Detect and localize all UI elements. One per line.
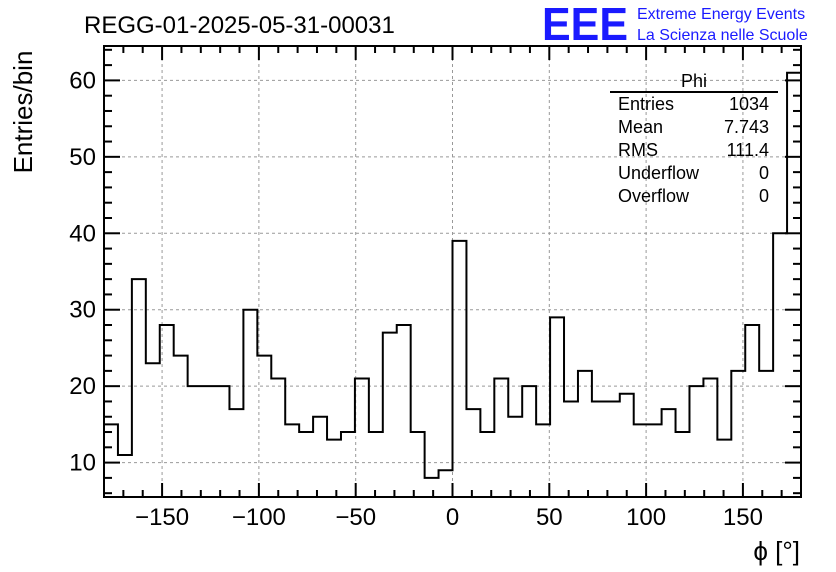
eee-logo: EEE — [542, 0, 628, 50]
histogram-bin — [118, 455, 132, 497]
histogram-bin — [578, 371, 592, 497]
histogram-bin — [216, 386, 230, 497]
y-tick-label: 30 — [69, 297, 96, 324]
stats-row-value: 111.4 — [727, 140, 769, 160]
histogram-bin — [355, 379, 369, 497]
histogram-bin — [536, 424, 550, 497]
histogram-bin — [299, 432, 313, 497]
histogram-bin — [132, 279, 146, 497]
stats-row-label: Entries — [618, 94, 674, 114]
histogram-bin — [439, 470, 453, 497]
histogram-bin — [327, 440, 341, 497]
eee-branding: EEE Extreme Energy Events La Scienza nel… — [542, 0, 808, 50]
x-tick-label: −150 — [135, 504, 189, 531]
histogram-bin — [731, 371, 745, 497]
histogram-bin — [717, 440, 731, 497]
tick-marks — [103, 46, 802, 497]
stats-row-value: 7.743 — [724, 117, 769, 137]
histogram-bin — [634, 424, 648, 497]
histogram-bin — [606, 401, 620, 497]
x-tick-label: −100 — [232, 504, 286, 531]
histogram-bin — [453, 241, 467, 497]
x-axis-label: ϕ [°] — [753, 536, 800, 566]
histogram-bin — [480, 432, 494, 497]
y-tick-label: 50 — [69, 144, 96, 171]
x-tick-label: −50 — [335, 504, 376, 531]
histogram-bin — [494, 379, 508, 497]
histogram-bin — [773, 233, 787, 497]
histogram-bin — [285, 424, 299, 497]
chart-title: REGG-01-2025-05-31-00031 — [84, 12, 395, 39]
histogram-bin — [383, 333, 397, 497]
y-tick-label: 60 — [69, 67, 96, 94]
stats-row-label: Mean — [618, 117, 663, 137]
histogram-bin — [411, 432, 425, 497]
histogram-bin — [243, 310, 257, 497]
histogram-bin — [160, 325, 174, 497]
histogram-bin — [592, 401, 606, 497]
histogram-bin — [174, 356, 188, 497]
histogram-bin — [466, 409, 480, 497]
histogram-bin — [257, 356, 271, 497]
stats-row-value: 0 — [759, 186, 769, 206]
histogram-bin — [271, 379, 285, 497]
stats-box: Phi Entries 1034 Mean 7.743 RMS 111.4 Underflo… — [610, 71, 778, 206]
histogram-bin — [676, 432, 690, 497]
histogram-bin — [104, 424, 118, 497]
y-tick-label: 40 — [69, 220, 96, 247]
histogram-bin — [648, 424, 662, 497]
histogram-bin — [146, 363, 160, 497]
histogram-bin — [397, 325, 411, 497]
x-tick-label: 50 — [536, 504, 563, 531]
histogram-bin — [341, 432, 355, 497]
x-tick-label: 150 — [723, 504, 763, 531]
brand-line-2: La Scienza nelle Scuole — [637, 27, 808, 44]
histogram-bin — [787, 73, 801, 497]
histogram-bin — [229, 409, 243, 497]
stats-row-value: 0 — [759, 163, 769, 183]
stats-row-value: 1034 — [729, 94, 769, 114]
histogram-bin — [745, 325, 759, 497]
brand-line-1: Extreme Energy Events — [637, 6, 805, 23]
histogram-bin — [564, 401, 578, 497]
y-axis-label: Entries/bin — [8, 51, 38, 174]
histogram-bin — [508, 417, 522, 497]
histogram-bin — [759, 371, 773, 497]
histogram-bin — [425, 478, 439, 497]
stats-row-label: Underflow — [618, 163, 700, 183]
x-tick-label: 0 — [446, 504, 459, 531]
stats-title: Phi — [681, 71, 707, 91]
histogram-bin — [703, 379, 717, 497]
histogram-bin — [662, 409, 676, 497]
histogram-bin — [522, 386, 536, 497]
histogram-bin — [202, 386, 216, 497]
histogram-bin — [313, 417, 327, 497]
histogram-bin — [550, 317, 564, 497]
x-tick-label: 100 — [626, 504, 666, 531]
y-tick-label: 10 — [69, 450, 96, 477]
histogram-bin — [369, 432, 383, 497]
histogram-bin — [188, 386, 202, 497]
stats-row-label: Overflow — [618, 186, 690, 206]
x-tick-labels: −150 −100 −50 0 50 100 150 — [135, 504, 763, 531]
stats-row-label: RMS — [618, 140, 658, 160]
histogram-bin — [620, 394, 634, 497]
y-tick-label: 20 — [69, 373, 96, 400]
histogram-series — [104, 71, 801, 479]
histogram-bin — [689, 386, 703, 497]
y-tick-labels: 10 20 30 40 50 60 — [69, 67, 96, 476]
